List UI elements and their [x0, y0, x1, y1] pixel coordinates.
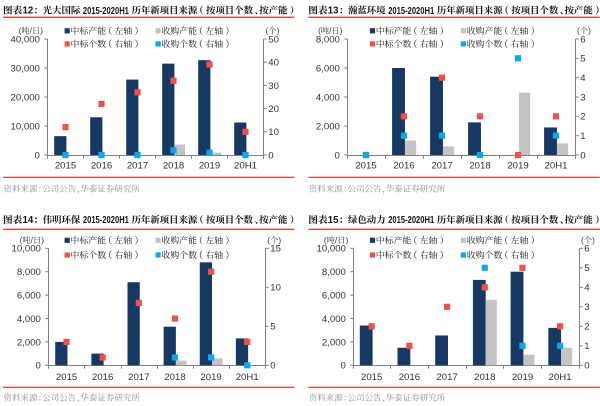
svg-text:2017: 2017 — [127, 161, 148, 172]
svg-text:0: 0 — [268, 150, 273, 161]
svg-text:20H1: 20H1 — [545, 161, 568, 172]
svg-text:2,000: 2,000 — [322, 337, 346, 348]
svg-text:2018: 2018 — [474, 372, 495, 383]
svg-text:): ) — [588, 26, 591, 36]
svg-text:): ) — [592, 235, 595, 245]
svg-text:2015-2020H1: 2015-2020H1 — [388, 6, 434, 17]
svg-text:12: 12 — [23, 6, 34, 17]
svg-text:13: 13 — [328, 6, 339, 17]
svg-text:2017: 2017 — [128, 372, 149, 383]
svg-text:0: 0 — [270, 361, 275, 372]
svg-text:4,000: 4,000 — [17, 314, 41, 325]
svg-text:2019: 2019 — [199, 161, 220, 172]
svg-text:): ) — [346, 235, 349, 245]
svg-text:): ) — [277, 26, 280, 36]
svg-text:2015: 2015 — [56, 372, 77, 383]
svg-text:0: 0 — [36, 361, 41, 372]
svg-text:5: 5 — [584, 263, 589, 274]
svg-text:): ) — [41, 235, 44, 245]
svg-text:10,000: 10,000 — [12, 244, 41, 255]
svg-text:15: 15 — [328, 215, 339, 226]
svg-text:2018: 2018 — [164, 372, 185, 383]
svg-text:10,000: 10,000 — [11, 121, 40, 132]
svg-text:0: 0 — [341, 361, 346, 372]
svg-text:8,000: 8,000 — [17, 267, 41, 278]
svg-text:2017: 2017 — [431, 161, 452, 172]
svg-text:2015: 2015 — [355, 161, 376, 172]
svg-text:3: 3 — [580, 92, 585, 103]
svg-text:2015: 2015 — [55, 161, 76, 172]
svg-text:10: 10 — [268, 127, 279, 138]
svg-text:2019: 2019 — [512, 372, 533, 383]
svg-text:6,000: 6,000 — [316, 63, 340, 74]
svg-text:50: 50 — [268, 34, 279, 45]
svg-text:6: 6 — [580, 34, 585, 45]
svg-text:2018: 2018 — [163, 161, 184, 172]
svg-text:5: 5 — [580, 54, 585, 65]
svg-text:10: 10 — [270, 283, 281, 294]
svg-text:0: 0 — [35, 150, 40, 161]
svg-text:2,000: 2,000 — [316, 121, 340, 132]
svg-text:0: 0 — [584, 361, 589, 372]
svg-text:6,000: 6,000 — [322, 291, 346, 302]
svg-text:40: 40 — [268, 58, 279, 69]
svg-text:3: 3 — [584, 302, 589, 313]
svg-text:2016: 2016 — [393, 161, 414, 172]
svg-text:20,000: 20,000 — [11, 92, 40, 103]
svg-text:2,000: 2,000 — [17, 337, 41, 348]
svg-text:(: ( — [324, 235, 327, 245]
svg-text:0: 0 — [335, 150, 340, 161]
svg-text:8,000: 8,000 — [316, 34, 340, 45]
svg-text:(: ( — [267, 235, 270, 245]
svg-text:20H1: 20H1 — [549, 372, 572, 383]
svg-text:(: ( — [266, 26, 269, 36]
svg-text:20H1: 20H1 — [236, 372, 259, 383]
svg-text:4,000: 4,000 — [316, 92, 340, 103]
svg-text:2: 2 — [580, 112, 585, 123]
svg-text:1: 1 — [580, 131, 585, 142]
svg-text:/: / — [30, 26, 33, 36]
svg-text:14: 14 — [23, 215, 34, 226]
svg-text:2019: 2019 — [507, 161, 528, 172]
svg-text:): ) — [340, 26, 343, 36]
svg-text:40,000: 40,000 — [11, 34, 40, 45]
svg-text:20: 20 — [268, 104, 279, 115]
svg-text:2: 2 — [584, 322, 589, 333]
svg-text:(: ( — [581, 235, 584, 245]
svg-text:4,000: 4,000 — [322, 314, 346, 325]
svg-text:6: 6 — [584, 244, 589, 255]
svg-text:(: ( — [577, 26, 580, 36]
svg-text:/: / — [329, 26, 332, 36]
svg-text:2016: 2016 — [91, 161, 112, 172]
svg-text:30,000: 30,000 — [11, 63, 40, 74]
svg-text:20H1: 20H1 — [234, 161, 257, 172]
svg-text:2015-2020H1: 2015-2020H1 — [83, 215, 129, 226]
svg-text:10,000: 10,000 — [317, 244, 346, 255]
svg-text:15: 15 — [270, 244, 281, 255]
svg-text:(: ( — [20, 235, 23, 245]
svg-text:/: / — [335, 235, 338, 245]
svg-text:6,000: 6,000 — [17, 291, 41, 302]
svg-text:0: 0 — [580, 150, 585, 161]
svg-text:2015-2020H1: 2015-2020H1 — [388, 215, 434, 226]
svg-text:2015: 2015 — [361, 372, 382, 383]
svg-text:2015-2020H1: 2015-2020H1 — [83, 6, 129, 17]
svg-text:(: ( — [318, 26, 321, 36]
svg-text:): ) — [278, 235, 281, 245]
svg-text:30: 30 — [268, 81, 279, 92]
svg-text:2018: 2018 — [469, 161, 490, 172]
svg-text:/: / — [31, 235, 34, 245]
svg-text:4: 4 — [580, 73, 586, 84]
svg-text:2017: 2017 — [436, 372, 457, 383]
svg-text:(: ( — [19, 26, 22, 36]
svg-text:5: 5 — [270, 322, 275, 333]
svg-text:2016: 2016 — [92, 372, 113, 383]
svg-text:4: 4 — [584, 283, 590, 294]
svg-text:2019: 2019 — [200, 372, 221, 383]
svg-text:8,000: 8,000 — [322, 267, 346, 278]
svg-text:2016: 2016 — [399, 372, 420, 383]
svg-text:): ) — [40, 26, 43, 36]
svg-text:1: 1 — [584, 341, 589, 352]
